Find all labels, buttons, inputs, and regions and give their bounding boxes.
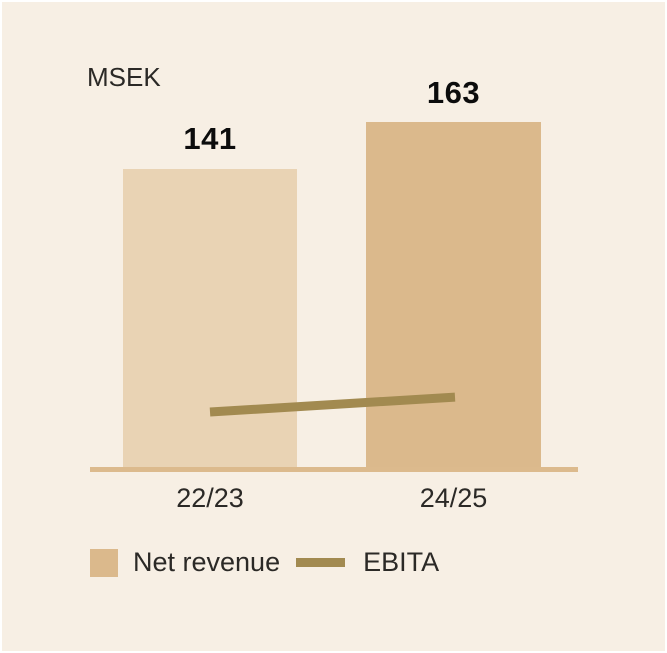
legend-swatch-net-revenue xyxy=(90,548,118,577)
bar-value-label-2223: 141 xyxy=(183,121,237,156)
bar-net-revenue-2425 xyxy=(366,122,541,467)
x-axis-line xyxy=(90,467,578,472)
bar-value-label-2425: 163 xyxy=(426,75,481,110)
x-tick-label-2223: 22/23 xyxy=(176,483,244,513)
x-tick-label-2425: 24/25 xyxy=(419,483,488,513)
legend-label-ebita: EBITA xyxy=(363,547,440,577)
bar-net-revenue-2223 xyxy=(123,169,297,467)
legend-label-net-revenue: Net revenue xyxy=(133,547,281,577)
axis-unit-label: MSEK xyxy=(87,62,161,92)
legend-swatch-ebita xyxy=(296,558,346,568)
legend: Net revenue EBITA xyxy=(90,547,440,578)
